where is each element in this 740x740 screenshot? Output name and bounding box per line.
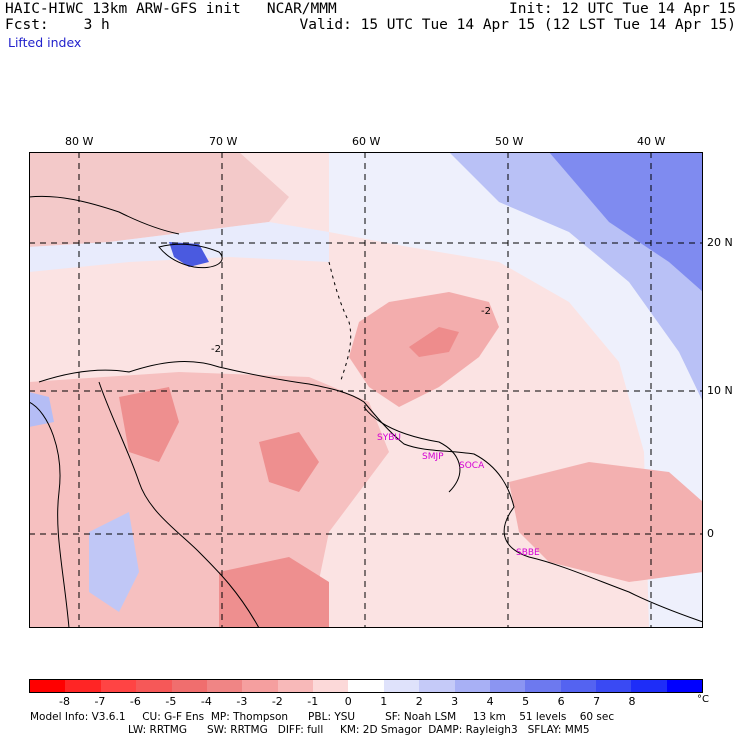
- colorbar-tick-label: -2: [271, 695, 283, 708]
- colorbar-tick-label: 2: [415, 695, 423, 708]
- colorbar-swatch: [631, 680, 667, 692]
- unstable-zone-equatorial-atlantic: [509, 462, 703, 582]
- forecast-hour: Fcst: 3 h: [5, 17, 110, 33]
- map-frame: [29, 152, 703, 628]
- stable-core-ne: [549, 152, 703, 292]
- colorbar-tick-label: -5: [165, 695, 177, 708]
- station-smjp: SMJP: [422, 452, 444, 462]
- lat-label: 20 N: [707, 236, 733, 249]
- colorbar-unit: °C: [697, 694, 709, 705]
- colorbar-tick-label: -1: [307, 695, 319, 708]
- colorbar-swatch: [489, 680, 526, 692]
- colorbar-tick-label: 7: [593, 695, 601, 708]
- unstable-patch: [119, 387, 179, 462]
- colorbar-swatch: [560, 680, 596, 692]
- stable-patch-andes: [89, 512, 139, 612]
- contour-label: -2: [481, 306, 491, 317]
- colorbar-tick-label: 4: [486, 695, 494, 708]
- colorbar-swatch: [596, 680, 632, 692]
- colorbar-tick-label: 1: [380, 695, 388, 708]
- border-andes: [98, 381, 260, 628]
- coastline-hispaniola: [158, 243, 223, 269]
- colorbar: [29, 679, 703, 693]
- graticule: [29, 152, 703, 628]
- stable-patch-pacific: [29, 392, 54, 427]
- colorbar-swatch: [277, 680, 313, 692]
- lon-label: 70 W: [209, 135, 238, 148]
- coastline-south-america: [38, 361, 703, 623]
- coastline-cuba: [29, 195, 180, 235]
- colorbar-tick-label: -3: [236, 695, 248, 708]
- colorbar-swatch: [454, 680, 490, 692]
- colorbar-swatch: [348, 680, 384, 692]
- colorbar-tick-label: 3: [451, 695, 459, 708]
- lon-label: 40 W: [637, 135, 666, 148]
- colorbar-swatch: [171, 680, 207, 692]
- stable-zone-east: [329, 152, 703, 628]
- colorbar-swatch: [419, 680, 455, 692]
- colorbar-swatch: [136, 680, 172, 692]
- model-info-line1: Model Info: V3.6.1 CU: G-F Ens MP: Thomp…: [30, 711, 615, 723]
- unstable-patch: [259, 432, 319, 492]
- colorbar-tick-label: 5: [522, 695, 530, 708]
- contour-label: -2: [211, 344, 221, 355]
- colorbar-swatch: [525, 680, 561, 692]
- valid-time: Valid: 15 UTC Tue 14 Apr 15 (12 LST Tue …: [299, 17, 737, 33]
- colorbar-swatch: [30, 680, 66, 692]
- lon-label: 60 W: [352, 135, 381, 148]
- lat-label: 10 N: [707, 384, 733, 397]
- stable-patch-hispaniola: [169, 242, 209, 267]
- border-guianas: [363, 406, 461, 493]
- colorbar-swatch: [666, 680, 703, 692]
- colorbar-swatch: [206, 680, 243, 692]
- colorbar-tick-label: 0: [344, 695, 352, 708]
- model-info-line2: LW: RRTMG SW: RRTMG DIFF: full KM: 2D Sm…: [128, 724, 590, 736]
- colorbar-tick-label: -6: [129, 695, 141, 708]
- coastline-lesser-antilles: [328, 261, 352, 381]
- field-name: Lifted index: [8, 35, 82, 50]
- station-soca: SOCA: [459, 461, 485, 471]
- station-sybu: SYBU: [377, 433, 401, 443]
- colorbar-tick-label: 8: [628, 695, 636, 708]
- colorbar-tick-label: -7: [94, 695, 106, 708]
- colorbar-swatch: [383, 680, 420, 692]
- model-title: HAIC-HIWC 13km ARW-GFS init NCAR/MMM: [5, 1, 337, 17]
- colorbar-swatch: [100, 680, 137, 692]
- colorbar-swatch: [313, 680, 349, 692]
- unstable-zone-nw: [29, 152, 289, 247]
- station-sbbe: SBBE: [516, 548, 540, 558]
- colorbar-swatch: [65, 680, 101, 692]
- init-time: Init: 12 UTC Tue 14 Apr 15: [509, 1, 736, 17]
- lon-label: 80 W: [65, 135, 94, 148]
- colorbar-swatch: [242, 680, 278, 692]
- coastlines: [29, 195, 703, 628]
- lat-label: 0: [707, 527, 714, 540]
- unstable-core-atlantic: [409, 327, 459, 357]
- lifted-index-map: -2 -2 SYBU SMJP SOCA SBBE: [29, 152, 703, 628]
- colorbar-tick-label: -8: [58, 695, 70, 708]
- colorbar-tick-label: -4: [200, 695, 212, 708]
- lon-label: 50 W: [495, 135, 524, 148]
- colorbar-tick-label: 6: [557, 695, 565, 708]
- unstable-patch: [219, 557, 329, 628]
- coastline-pacific: [29, 401, 70, 628]
